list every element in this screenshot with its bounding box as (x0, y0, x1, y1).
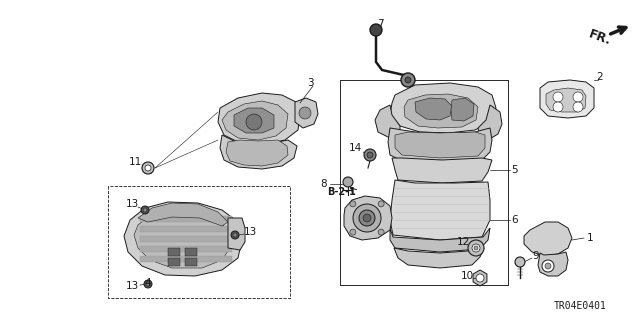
Circle shape (474, 246, 478, 250)
Text: 9: 9 (532, 251, 540, 261)
Polygon shape (478, 105, 502, 140)
Text: 5: 5 (512, 165, 518, 175)
Polygon shape (390, 228, 490, 252)
Polygon shape (228, 218, 245, 250)
Circle shape (143, 208, 147, 212)
Circle shape (145, 165, 151, 171)
Polygon shape (140, 236, 232, 242)
Polygon shape (185, 258, 197, 266)
Text: 7: 7 (377, 19, 383, 29)
Polygon shape (451, 98, 474, 121)
Circle shape (359, 210, 375, 226)
Circle shape (364, 149, 376, 161)
Polygon shape (234, 108, 274, 133)
Circle shape (353, 204, 381, 232)
Polygon shape (473, 270, 487, 286)
Circle shape (350, 201, 356, 207)
Circle shape (367, 152, 373, 158)
Polygon shape (295, 98, 318, 128)
Circle shape (146, 282, 150, 286)
Circle shape (363, 214, 371, 222)
Circle shape (231, 231, 239, 239)
Text: 13: 13 (243, 227, 257, 237)
Circle shape (142, 162, 154, 174)
Circle shape (378, 201, 384, 207)
Polygon shape (524, 222, 572, 256)
Polygon shape (140, 246, 232, 252)
Circle shape (233, 233, 237, 237)
Circle shape (553, 102, 563, 112)
Circle shape (246, 114, 262, 130)
Polygon shape (390, 180, 490, 240)
Text: 11: 11 (129, 157, 141, 167)
Polygon shape (394, 248, 484, 268)
Polygon shape (415, 98, 452, 120)
Circle shape (553, 92, 563, 102)
Circle shape (405, 77, 411, 83)
Circle shape (573, 92, 583, 102)
Polygon shape (168, 258, 180, 266)
Polygon shape (168, 248, 180, 256)
Polygon shape (140, 226, 232, 232)
Text: 10: 10 (460, 271, 474, 281)
Polygon shape (222, 101, 288, 140)
Polygon shape (185, 248, 197, 256)
Text: FR.: FR. (587, 28, 613, 48)
Text: 13: 13 (125, 281, 139, 291)
Text: 8: 8 (321, 179, 327, 189)
Polygon shape (388, 128, 492, 162)
Text: TR04E0401: TR04E0401 (554, 301, 607, 311)
Circle shape (370, 24, 382, 36)
Circle shape (401, 73, 415, 87)
Text: 6: 6 (512, 215, 518, 225)
Polygon shape (395, 132, 485, 158)
Polygon shape (124, 202, 242, 276)
Circle shape (378, 229, 384, 235)
Circle shape (573, 102, 583, 112)
Polygon shape (140, 216, 232, 222)
Text: 12: 12 (456, 237, 470, 247)
Polygon shape (546, 88, 586, 112)
Polygon shape (344, 196, 392, 240)
Polygon shape (134, 210, 230, 268)
Circle shape (350, 229, 356, 235)
Polygon shape (375, 105, 400, 138)
Circle shape (476, 274, 484, 282)
Polygon shape (220, 135, 297, 169)
Text: 4: 4 (145, 278, 151, 288)
Text: 1: 1 (587, 233, 593, 243)
Text: B-2-1: B-2-1 (328, 187, 356, 197)
Text: 13: 13 (125, 199, 139, 209)
Circle shape (542, 260, 554, 272)
Circle shape (468, 240, 484, 256)
Circle shape (144, 280, 152, 288)
Circle shape (545, 263, 551, 269)
Polygon shape (540, 80, 594, 118)
Polygon shape (538, 252, 568, 276)
Polygon shape (140, 256, 232, 262)
Circle shape (343, 177, 353, 187)
Circle shape (299, 107, 311, 119)
Polygon shape (218, 93, 300, 145)
Text: 3: 3 (307, 78, 314, 88)
Polygon shape (226, 140, 288, 166)
Circle shape (515, 257, 525, 267)
Polygon shape (138, 203, 228, 226)
Polygon shape (404, 94, 478, 128)
Circle shape (141, 206, 149, 214)
Polygon shape (392, 158, 492, 183)
Text: 2: 2 (596, 72, 604, 82)
Polygon shape (390, 83, 496, 133)
Text: 14: 14 (348, 143, 362, 153)
Circle shape (472, 244, 480, 252)
